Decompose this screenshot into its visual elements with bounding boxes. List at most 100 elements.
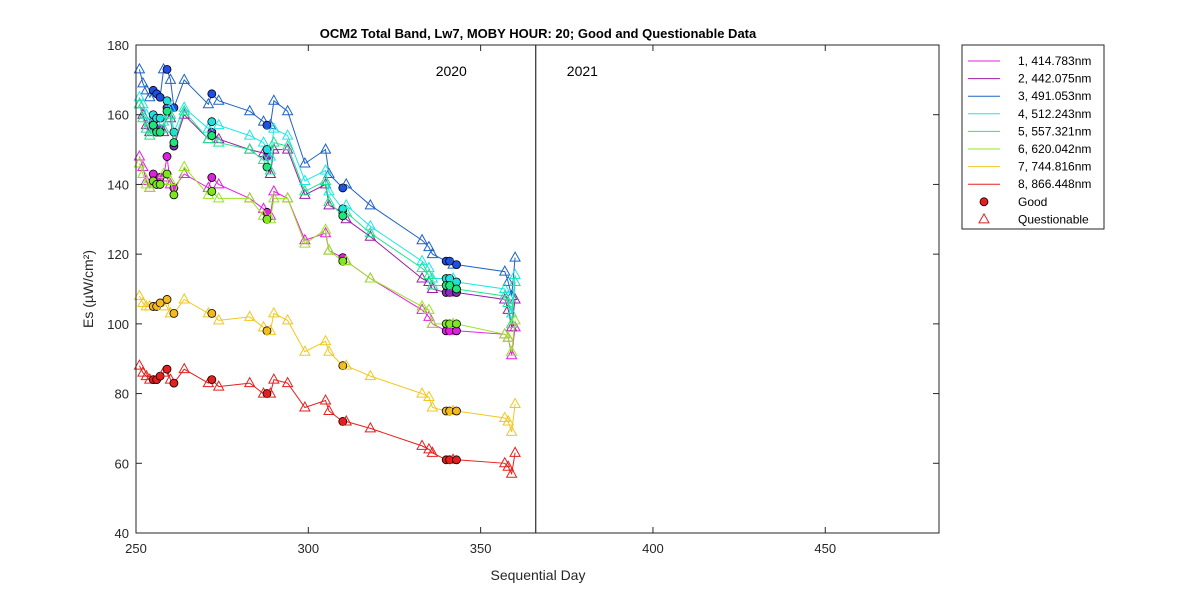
questionable-point xyxy=(426,278,439,290)
good-point xyxy=(207,308,217,318)
questionable-point xyxy=(268,184,280,196)
questionable-point xyxy=(164,174,177,185)
good-point xyxy=(262,145,272,154)
questionable-point xyxy=(299,237,311,248)
questionable-point xyxy=(498,265,511,276)
questionable-point xyxy=(505,317,518,328)
questionable-point xyxy=(364,421,377,433)
questionable-point xyxy=(299,174,311,185)
good-point xyxy=(207,375,217,385)
questionable-point xyxy=(243,104,256,116)
questionable-point xyxy=(299,156,311,168)
good-point xyxy=(155,180,165,189)
questionable-point xyxy=(502,331,515,342)
questionable-point xyxy=(281,104,294,116)
y-tick-label: 60 xyxy=(115,456,129,471)
questionable-point xyxy=(502,296,515,307)
good-point xyxy=(452,319,461,329)
questionable-point xyxy=(423,310,435,321)
chart-title: OCM2 Total Band, Lw7, MOBY HOUR: 20; Goo… xyxy=(320,26,757,41)
questionable-point xyxy=(509,313,521,325)
questionable-point xyxy=(340,254,353,266)
questionable-point xyxy=(364,198,377,210)
questionable-point xyxy=(505,306,518,318)
questionable-point xyxy=(264,324,277,335)
series-8 xyxy=(133,359,521,478)
questionable-point xyxy=(257,136,270,147)
questionable-point xyxy=(426,282,439,293)
questionable-point xyxy=(426,247,439,259)
questionable-point xyxy=(268,373,280,384)
questionable-point xyxy=(164,108,177,119)
good-point xyxy=(155,92,165,102)
questionable-point xyxy=(319,394,332,405)
questionable-point xyxy=(502,414,515,426)
x-tick-label: 250 xyxy=(125,541,147,556)
questionable-point xyxy=(299,345,311,356)
series-5 xyxy=(133,97,521,328)
questionable-point xyxy=(340,198,353,210)
questionable-point xyxy=(498,289,511,300)
questionable-point xyxy=(212,191,225,203)
legend-entry: 6, 620.042nm xyxy=(1018,142,1091,156)
questionable-point xyxy=(178,160,191,171)
questionable-point xyxy=(323,184,335,196)
questionable-point xyxy=(264,387,277,398)
questionable-point xyxy=(319,334,332,346)
questionable-point xyxy=(212,136,225,147)
legend-entry: 5, 557.321nm xyxy=(1018,124,1091,138)
y-tick-label: 180 xyxy=(107,38,129,53)
questionable-point xyxy=(426,400,439,412)
y-axis-label: Es (µW/cm²) xyxy=(80,250,96,328)
good-point xyxy=(162,65,172,74)
questionable-point xyxy=(257,153,270,165)
questionable-point xyxy=(299,400,311,412)
questionable-point xyxy=(416,261,428,273)
questionable-point xyxy=(133,150,146,161)
series-6 xyxy=(133,156,521,356)
questionable-point xyxy=(137,76,149,88)
x-tick-label: 300 xyxy=(297,541,319,556)
questionable-point xyxy=(140,83,153,95)
questionable-point xyxy=(364,230,377,241)
questionable-point xyxy=(502,275,515,287)
questionable-point xyxy=(157,122,170,133)
questionable-point xyxy=(143,181,156,192)
questionable-point xyxy=(364,272,377,283)
questionable-point xyxy=(264,167,277,178)
questionable-point xyxy=(143,129,156,140)
legend-good-marker xyxy=(979,197,989,207)
questionable-point xyxy=(133,62,146,74)
questionable-point xyxy=(423,268,435,280)
good-point xyxy=(207,117,217,127)
questionable-point xyxy=(319,223,332,234)
good-point xyxy=(207,173,217,182)
good-point xyxy=(452,284,461,294)
year-label: 2020 xyxy=(436,63,467,79)
questionable-point xyxy=(323,404,335,415)
questionable-point xyxy=(323,195,335,206)
year-label: 2021 xyxy=(567,63,598,79)
questionable-point xyxy=(323,345,335,356)
questionable-point xyxy=(423,240,435,252)
good-point xyxy=(169,378,179,388)
good-point xyxy=(169,190,179,200)
questionable-point xyxy=(268,122,280,133)
questionable-point xyxy=(281,376,294,388)
plot-background xyxy=(136,45,939,533)
questionable-point xyxy=(133,97,146,109)
questionable-point xyxy=(133,359,146,370)
y-tick-label: 40 xyxy=(115,526,129,541)
good-point xyxy=(162,295,172,304)
questionable-point xyxy=(243,129,256,140)
questionable-point xyxy=(509,446,521,457)
good-point xyxy=(207,89,217,99)
legend-good-label: Good xyxy=(1018,195,1047,209)
questionable-point xyxy=(416,303,428,314)
questionable-point xyxy=(137,111,149,123)
questionable-point xyxy=(264,163,277,175)
questionable-point xyxy=(319,163,332,175)
questionable-point xyxy=(426,317,439,328)
good-point xyxy=(148,120,158,130)
x-tick-label: 450 xyxy=(814,541,836,556)
